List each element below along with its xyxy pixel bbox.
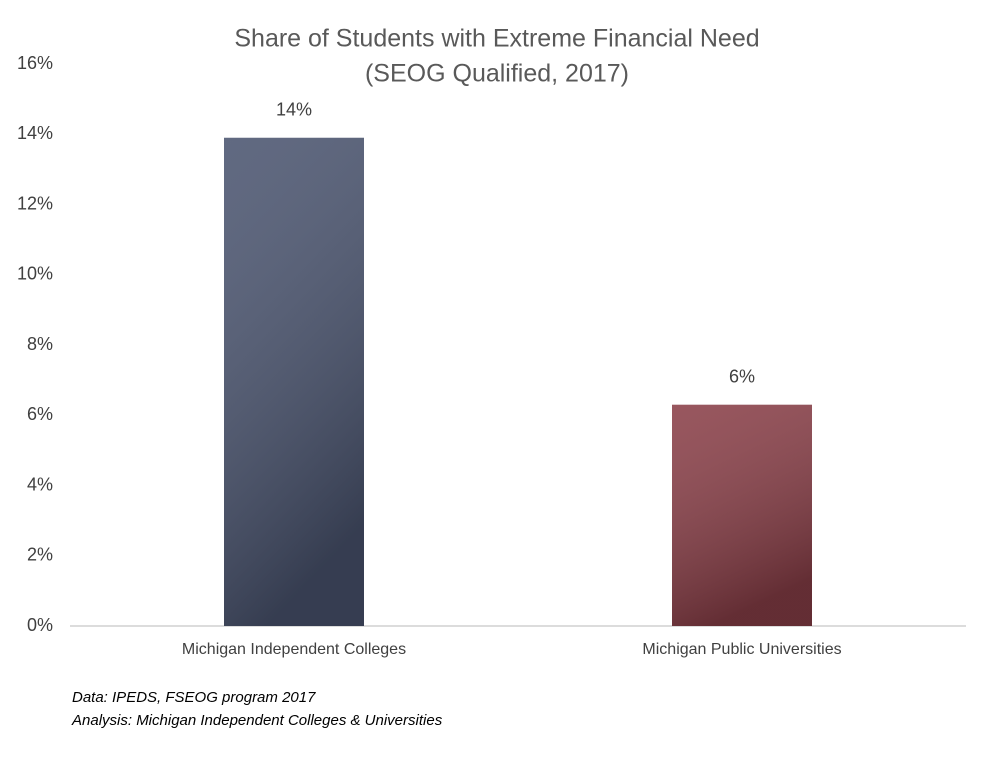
y-tick-label: 12% [17, 193, 53, 213]
y-tick-label: 4% [27, 474, 53, 494]
y-tick-label: 0% [27, 615, 53, 635]
chart-subtitle: (SEOG Qualified, 2017) [365, 60, 629, 88]
y-tick-label: 6% [27, 404, 53, 424]
y-tick-label: 16% [17, 53, 53, 73]
value-label: 6% [729, 366, 755, 386]
x-tick-label: Michigan Independent Colleges [182, 641, 406, 658]
value-label: 14% [276, 100, 312, 120]
note: Data: IPEDS, FSEOG program 2017 [72, 689, 316, 706]
note: Analysis: Michigan Independent Colleges … [71, 712, 443, 729]
y-tick-label: 10% [17, 264, 53, 284]
bar-shade [224, 137, 364, 626]
chart-title: Share of Students with Extreme Financial… [234, 25, 759, 53]
y-tick-label: 8% [27, 334, 53, 354]
bar-shade [672, 404, 812, 626]
y-tick-label: 2% [27, 545, 53, 565]
x-tick-label: Michigan Public Universities [642, 641, 841, 658]
y-tick-label: 14% [17, 123, 53, 143]
